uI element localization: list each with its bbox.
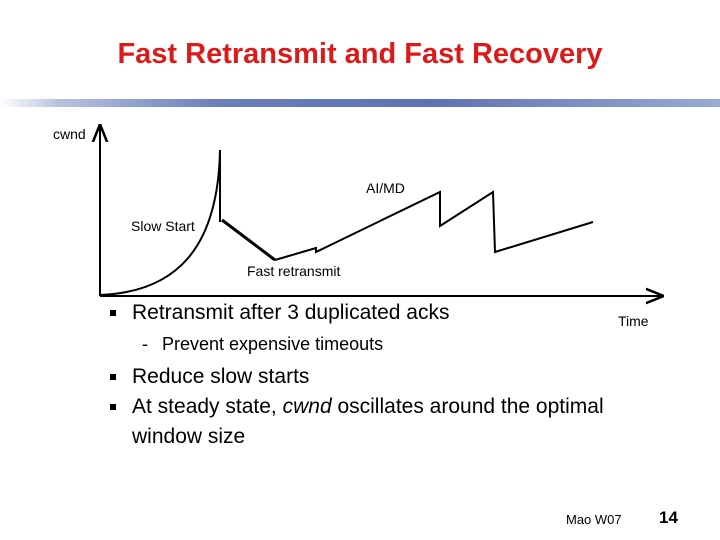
bullet-marker [110,404,116,410]
sub-bullet-item: - Prevent expensive timeouts [110,330,630,358]
aimd-label: AI/MD [366,180,405,196]
slow-start-curve [99,149,221,296]
sub-bullet-text: Prevent expensive timeouts [162,334,384,354]
bullet-list: Retransmit after 3 duplicated acks - Pre… [110,298,630,452]
fast-retransmit-label: Fast retransmit [247,263,341,279]
title-divider [0,99,720,107]
bullet-text: Reduce slow starts [132,365,310,388]
bullet-marker [110,310,116,316]
y-axis-label: cwnd [53,126,86,142]
fast-retransmit-line [221,218,276,262]
bullet-text-after: oscillates around the optimal window siz… [132,395,604,448]
bullet-item: At steady state, cwnd oscillates around … [110,392,630,452]
sub-bullet-marker: - [142,334,148,354]
bullet-marker [110,374,116,380]
aimd-sawtooth [274,190,594,261]
x-axis-label: Time [618,313,649,329]
bullet-item: Reduce slow starts [110,362,630,392]
slow-start-label: Slow Start [131,218,195,234]
bullet-text-emph: cwnd [282,395,332,418]
page-number: 14 [659,508,678,527]
footer-text: Mao W07 [566,512,622,527]
slide-title: Fast Retransmit and Fast Recovery [117,38,603,70]
bullet-text-before: At steady state, [132,395,283,418]
bullet-text: Retransmit after 3 duplicated acks [132,301,450,324]
bullet-item: Retransmit after 3 duplicated acks [110,298,630,328]
